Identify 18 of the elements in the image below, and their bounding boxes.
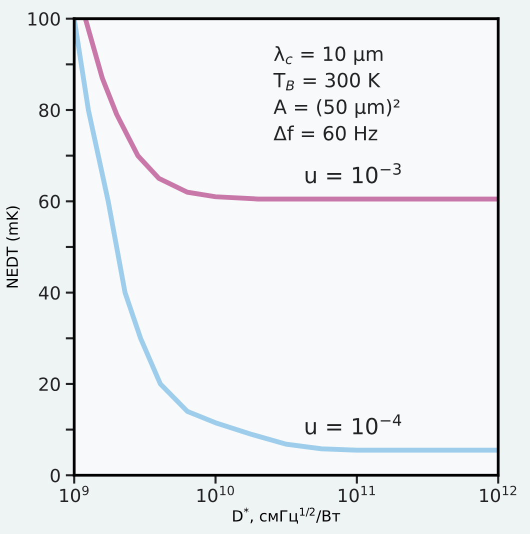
- x-tick-label: 10$^{10}$: [198, 486, 234, 502]
- y-axis-title: NEDT (mK): [6, 206, 20, 288]
- annotation: λ$_{c}$ = 10 μm: [274, 46, 382, 65]
- y-tick-label: 60: [39, 194, 60, 208]
- x-tick-label: 10$^{9}$: [60, 486, 89, 502]
- annotation: Δf = 60 Hz: [274, 126, 378, 141]
- annotation: T$_{B}$ = 300 K: [273, 72, 381, 90]
- y-tick-label: 0: [50, 468, 60, 482]
- annotation: A = (50 μm)²: [274, 99, 400, 118]
- y-tick-label: 20: [39, 377, 60, 392]
- series-label: u = 10$^{−3}$: [306, 163, 401, 184]
- y-tick-label: 80: [39, 103, 60, 118]
- x-tick-label: 10$^{12}$: [480, 486, 516, 502]
- x-axis-title: D$^{*}$, смГц$^{1/2}$/Вт: [233, 508, 340, 524]
- series-label: u = 10$^{−4}$: [306, 414, 402, 435]
- y-tick-label: 40: [38, 286, 60, 300]
- y-tick-label: 100: [28, 12, 60, 26]
- x-tick-label: 10$^{11}$: [338, 486, 375, 502]
